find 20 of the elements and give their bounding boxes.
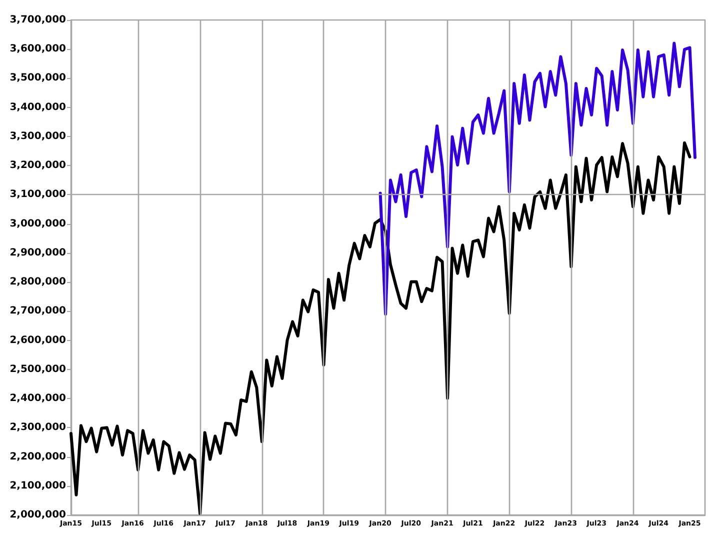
y-tick-label: 2,300,000 [10,422,66,434]
line-series [378,42,697,316]
y-tick-label: 2,400,000 [10,393,66,404]
y-tick-label: 3,000,000 [10,218,66,230]
y-tick-label: 3,500,000 [10,72,66,84]
y-tick-label: 2,800,000 [10,276,66,288]
y-tick-label: 3,400,000 [10,102,66,113]
y-tick-label: 3,200,000 [10,160,66,172]
y-tick-label: 2,700,000 [10,306,66,317]
y-tick-label: 2,000,000 [10,510,66,520]
y-tick-label: 2,600,000 [10,334,66,346]
line-series [70,141,692,516]
y-tick-label: 2,200,000 [10,451,66,462]
y-tick-label: 2,900,000 [10,247,66,258]
y-tick-label: 3,600,000 [10,44,66,55]
y-tick-label: 3,700,000 [10,14,66,26]
y-tick-label: 3,300,000 [10,130,66,142]
y-tick-label: 2,500,000 [10,364,66,375]
y-tick-label: 3,100,000 [10,189,66,200]
y-tick-label: 2,100,000 [10,480,66,492]
